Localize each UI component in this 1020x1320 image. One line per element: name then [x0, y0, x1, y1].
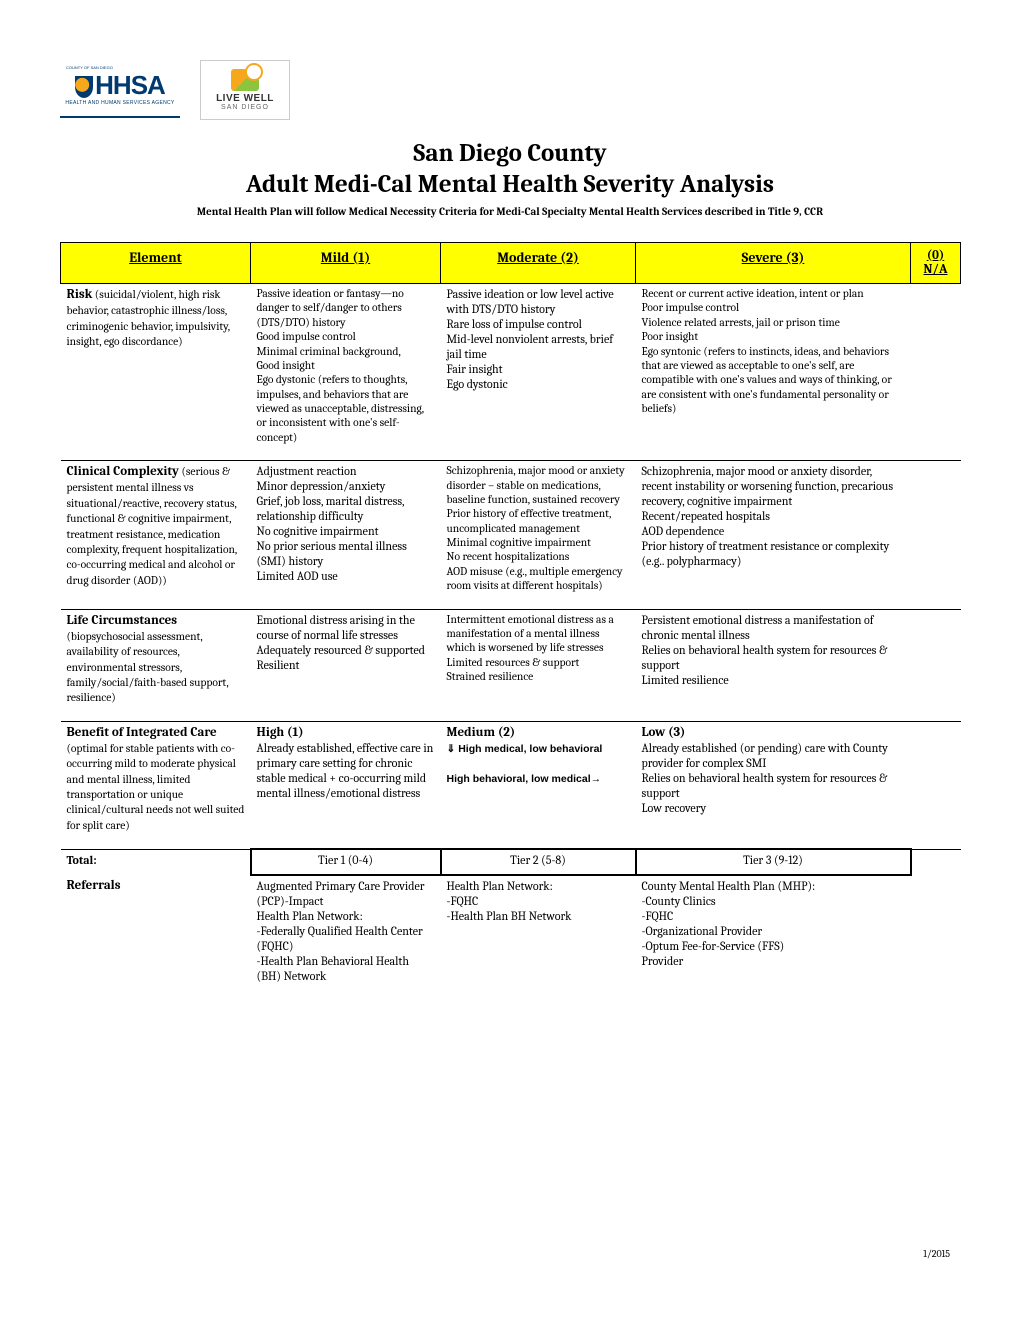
row-benefit: Benefit of Integrated Care (optimal for …: [61, 721, 961, 839]
referrals-label: Referrals: [61, 875, 251, 990]
row-clinical: Clinical Complexity (serious & persisten…: [61, 461, 961, 600]
referrals-c2: Health Plan Network: -FQHC -Health Plan …: [441, 875, 636, 990]
total-label: Total:: [61, 849, 251, 875]
row-life: Life Circumstances (biopsychosocial asse…: [61, 609, 961, 712]
hdr-element: Element: [61, 242, 251, 284]
shield-icon: [75, 76, 93, 98]
title-line2: Adult Medi-Cal Mental Health Severity An…: [60, 169, 960, 200]
benefit-element: Benefit of Integrated Care (optimal for …: [61, 721, 251, 839]
risk-mild: Passive ideation or fantasy—no danger to…: [251, 284, 441, 452]
risk-severe: Recent or current active ideation, inten…: [636, 284, 911, 452]
total-tier1: Tier 1 (0-4): [251, 849, 441, 875]
livewell-logo: LIVE WELL SAN DIEGO: [200, 60, 290, 120]
benefit-severe: Low (3)Already established (or pending) …: [636, 721, 911, 839]
benefit-moderate: Medium (2)⇓ High medical, low behavioral…: [441, 721, 636, 839]
row-referrals: Referrals Augmented Primary Care Provide…: [61, 875, 961, 990]
life-moderate: Intermittent emotional distress as a man…: [441, 609, 636, 712]
hhsa-logo-main: HHSA: [75, 72, 165, 98]
life-severe: Persistent emotional distress a manifest…: [636, 609, 911, 712]
title-line1: San Diego County: [60, 138, 960, 169]
hdr-moderate: Moderate (2): [441, 242, 636, 284]
page: COUNTY OF SAN DIEGO HHSA HEALTH AND HUMA…: [60, 60, 960, 1260]
referrals-c1: Augmented Primary Care Provider (PCP)-Im…: [251, 875, 441, 990]
hhsa-logo: COUNTY OF SAN DIEGO HHSA HEALTH AND HUMA…: [60, 63, 180, 118]
benefit-mild: High (1)Already established, effective c…: [251, 721, 441, 839]
clinical-mild: Adjustment reaction Minor depression/anx…: [251, 461, 441, 600]
sun-icon: [231, 69, 259, 91]
clinical-element: Clinical Complexity (serious & persisten…: [61, 461, 251, 600]
clinical-na: [911, 461, 961, 600]
life-mild: Emotional distress arising in the course…: [251, 609, 441, 712]
row-total: Total: Tier 1 (0-4) Tier 2 (5-8) Tier 3 …: [61, 849, 961, 875]
life-element: Life Circumstances (biopsychosocial asse…: [61, 609, 251, 712]
risk-moderate: Passive ideation or low level active wit…: [441, 284, 636, 452]
subtitle: Mental Health Plan will follow Medical N…: [60, 205, 960, 218]
header-row: Element Mild (1) Moderate (2) Severe (3)…: [61, 242, 961, 284]
life-na: [911, 609, 961, 712]
hdr-mild: Mild (1): [251, 242, 441, 284]
clinical-moderate: Schizophrenia, major mood or anxiety dis…: [441, 461, 636, 600]
hdr-severe: Severe (3): [636, 242, 911, 284]
risk-element: Risk (suicidal/violent, high risk behavi…: [61, 284, 251, 452]
hdr-na: (0)N/A: [911, 242, 961, 284]
hhsa-logo-top-text: COUNTY OF SAN DIEGO: [66, 65, 113, 70]
clinical-severe: Schizophrenia, major mood or anxiety dis…: [636, 461, 911, 600]
referrals-c3: County Mental Health Plan (MHP): -County…: [636, 875, 911, 990]
logo-row: COUNTY OF SAN DIEGO HHSA HEALTH AND HUMA…: [60, 60, 960, 120]
livewell-line1: LIVE WELL: [216, 93, 274, 104]
benefit-na: [911, 721, 961, 839]
severity-table: Element Mild (1) Moderate (2) Severe (3)…: [60, 242, 961, 991]
total-tier3: Tier 3 (9-12): [636, 849, 911, 875]
hhsa-logo-sub: HEALTH AND HUMAN SERVICES AGENCY: [65, 100, 174, 106]
total-tier2: Tier 2 (5-8): [441, 849, 636, 875]
livewell-line2: SAN DIEGO: [221, 104, 269, 111]
row-risk: Risk (suicidal/violent, high risk behavi…: [61, 284, 961, 452]
risk-na: [911, 284, 961, 452]
footer-date: 1/2015: [923, 1248, 950, 1260]
